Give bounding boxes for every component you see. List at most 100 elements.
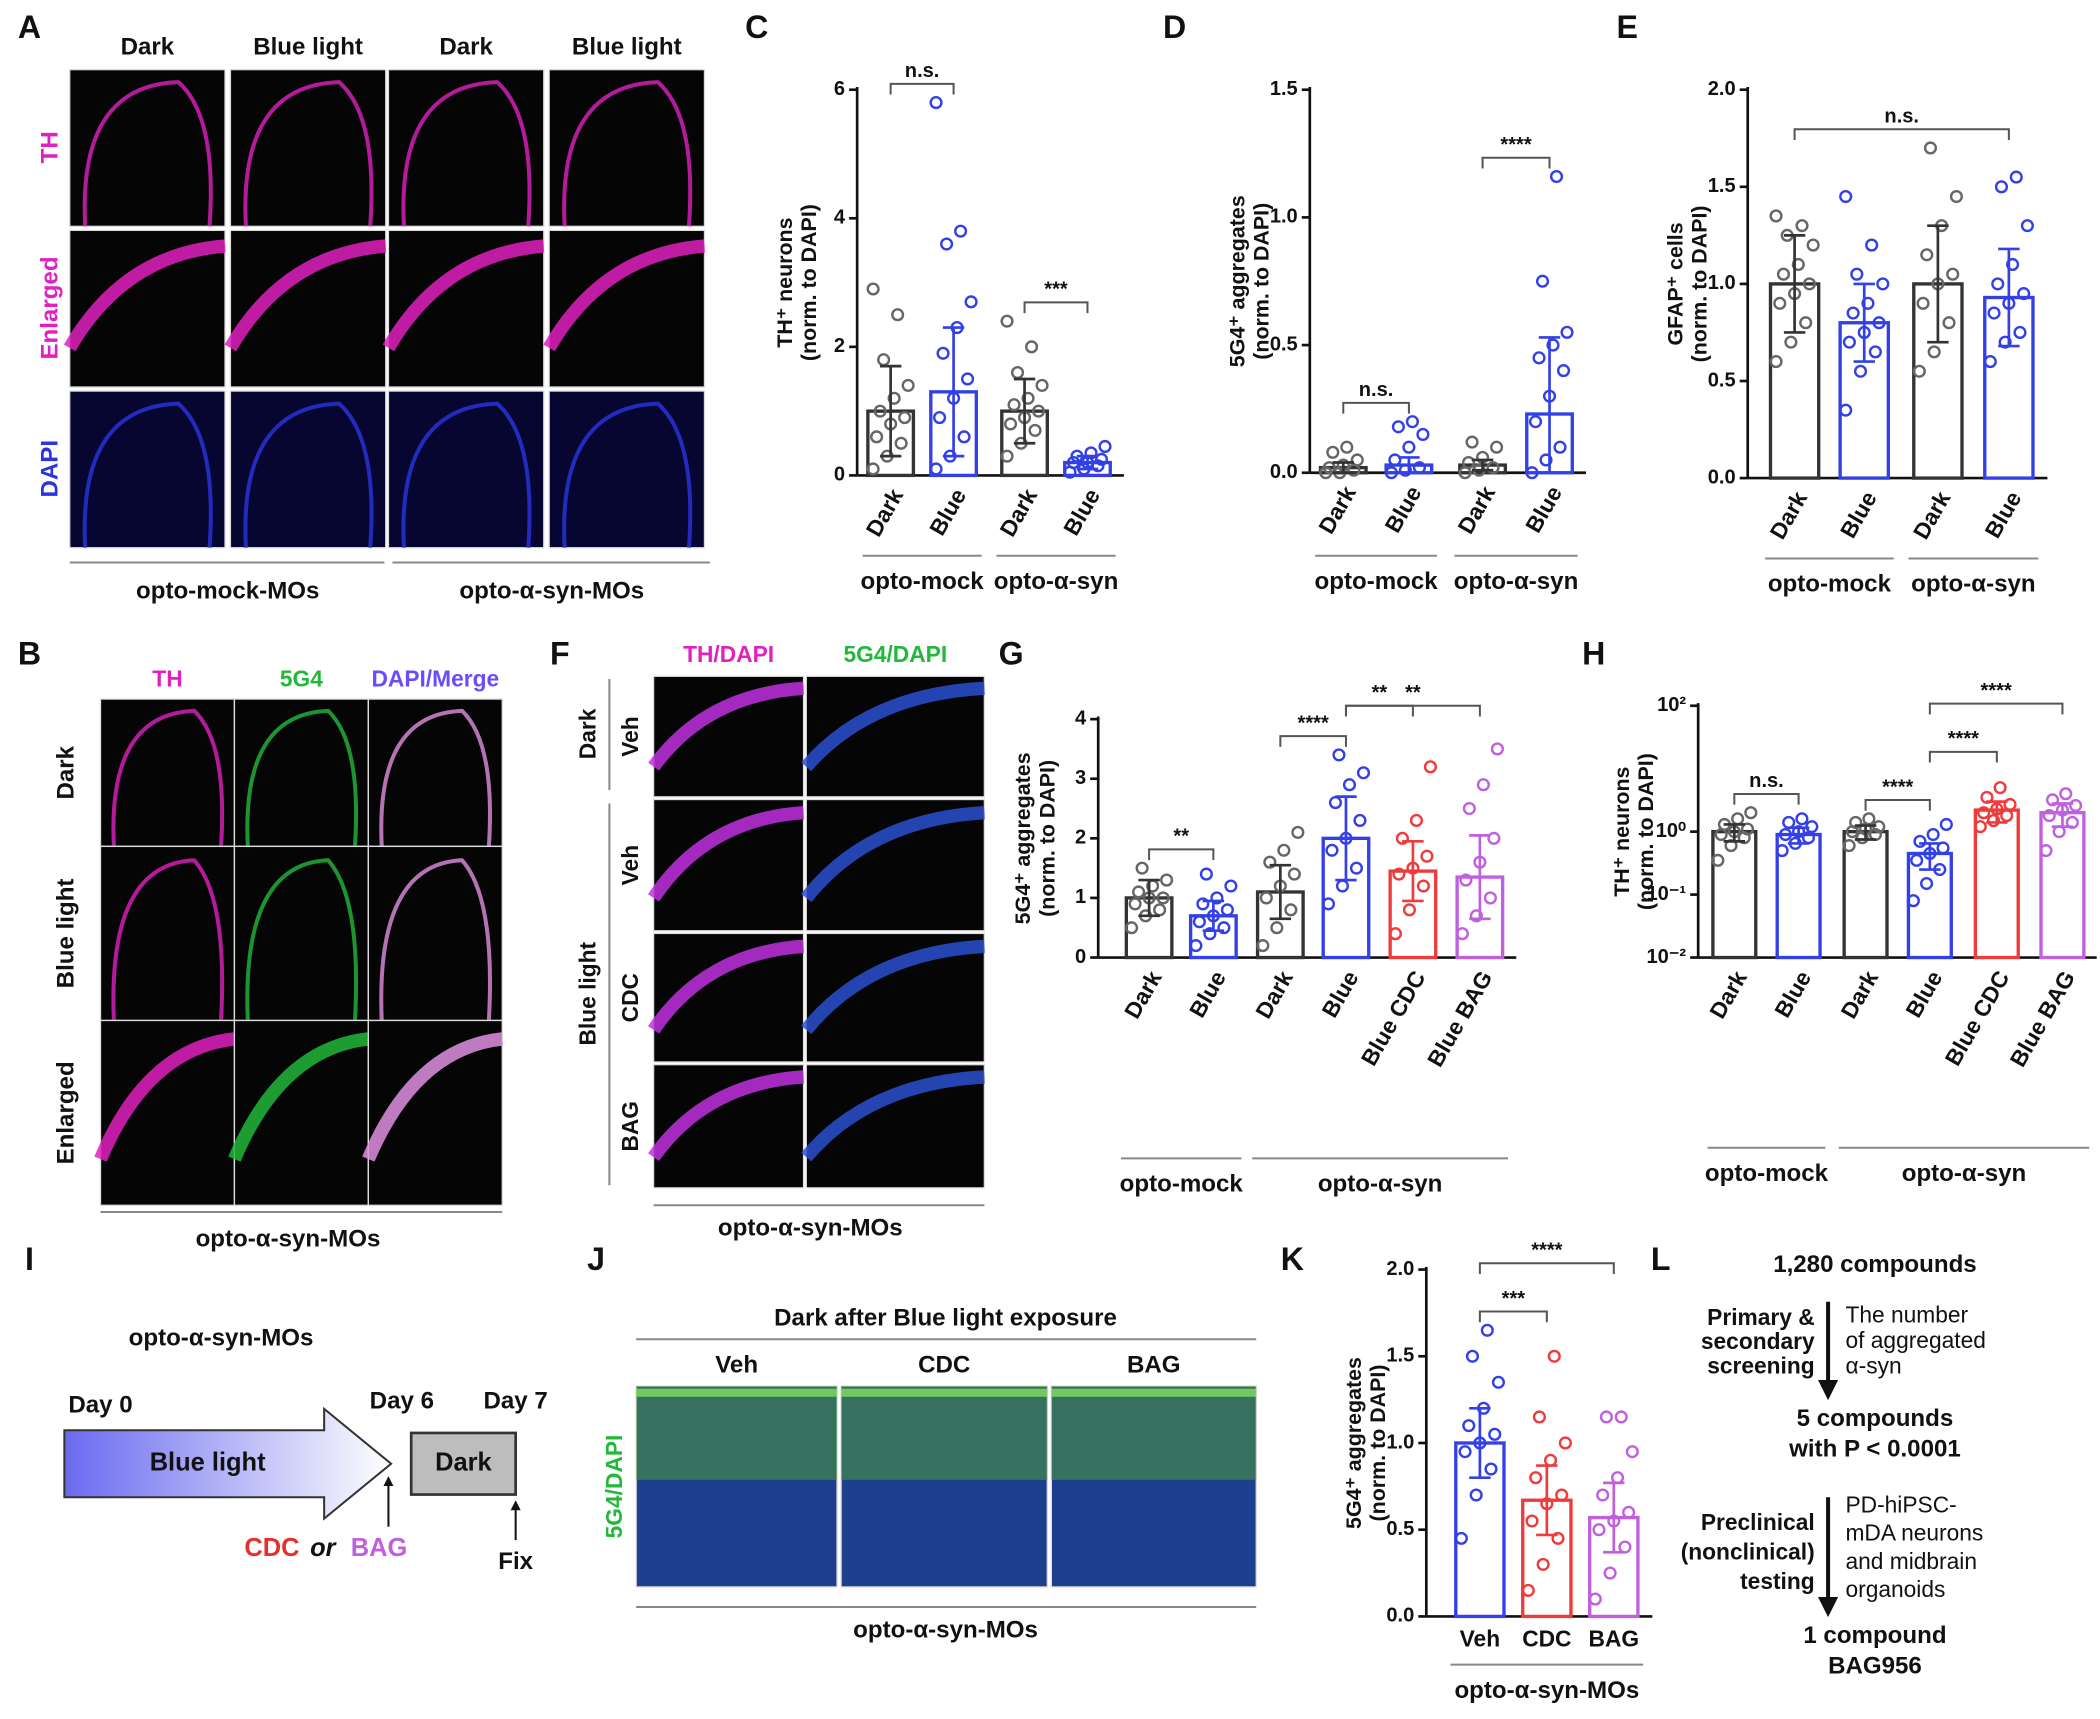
micrograph-signal xyxy=(801,939,985,1035)
data-point xyxy=(1614,1410,1628,1424)
flow-criterion: PD-hiPSC- xyxy=(1845,1492,1956,1518)
y-tick-label: 0 xyxy=(834,464,845,486)
y-axis-label: (norm. to DAPI) xyxy=(1366,1365,1390,1522)
column-header: Veh xyxy=(715,1351,758,1378)
significance-label: ** xyxy=(1405,682,1421,704)
data-point xyxy=(1849,815,1863,830)
y-axis-label: (norm. to DAPI) xyxy=(1634,753,1658,910)
data-point xyxy=(2039,844,2053,858)
y-tick-label: 1 xyxy=(1075,886,1086,908)
error-bar xyxy=(1398,456,1420,475)
panel-letter: E xyxy=(1616,9,1637,45)
data-point xyxy=(1558,1436,1572,1450)
x-tick-label: Blue xyxy=(1184,966,1231,1022)
data-point xyxy=(2020,219,2034,233)
data-point xyxy=(1529,1471,1543,1485)
data-point xyxy=(1983,355,1997,369)
micrograph-signal xyxy=(243,80,374,227)
column-header: Blue light xyxy=(253,34,363,61)
group-label: opto-mock xyxy=(1120,1171,1244,1198)
significance-label: **** xyxy=(1882,776,1913,798)
data-point xyxy=(1458,1445,1472,1459)
data-point xyxy=(1210,891,1224,905)
data-point xyxy=(1263,855,1277,869)
data-point xyxy=(1010,366,1025,380)
data-point xyxy=(1350,453,1364,467)
data-point xyxy=(1775,844,1789,858)
x-tick-label: Blue xyxy=(1316,966,1363,1022)
data-point xyxy=(1132,885,1146,899)
data-point xyxy=(1776,267,1791,281)
data-point xyxy=(1625,1445,1639,1459)
y-tick-label: 10⁻¹ xyxy=(1646,883,1686,905)
error-bar xyxy=(1723,823,1746,843)
flow-step: 1 compound xyxy=(1803,1622,1946,1649)
data-point xyxy=(1549,169,1564,184)
row-label: CDC xyxy=(617,973,643,1022)
data-point xyxy=(954,224,968,238)
data-point xyxy=(1740,822,1755,836)
data-point xyxy=(1913,834,1927,848)
data-point xyxy=(901,378,915,392)
data-point xyxy=(1084,446,1098,460)
data-point xyxy=(1799,316,1813,330)
data-point xyxy=(1349,861,1364,875)
data-point xyxy=(1388,453,1402,467)
panel-letter: C xyxy=(745,9,768,45)
error-bar xyxy=(2051,802,2074,829)
significance-bracket xyxy=(1928,750,1998,763)
panel-title: Dark after Blue light exposure xyxy=(774,1304,1117,1331)
error-bar xyxy=(879,364,902,458)
flow-step: 5 compounds xyxy=(1797,1405,1954,1432)
error-bar xyxy=(1402,839,1424,903)
micrograph-signal xyxy=(245,708,359,847)
data-point xyxy=(1342,778,1357,792)
data-point xyxy=(940,237,954,251)
error-bar xyxy=(1332,461,1354,475)
data-point xyxy=(1916,296,1930,310)
x-tick-label: Blue BAG xyxy=(2004,966,2080,1071)
micrograph-signal xyxy=(648,681,805,771)
data-point xyxy=(1622,1505,1636,1519)
data-point xyxy=(1028,423,1042,437)
data-point xyxy=(2006,257,2020,272)
micrograph-signal xyxy=(111,858,225,1021)
micrograph-signal xyxy=(636,1386,838,1480)
panel-letter: B xyxy=(18,636,41,672)
y-tick-label: 10⁰ xyxy=(1656,820,1686,842)
data-point xyxy=(1906,894,1920,908)
data-point xyxy=(1491,1375,1505,1389)
data-point xyxy=(1939,817,1953,832)
data-point xyxy=(1462,801,1476,816)
data-point xyxy=(1256,939,1270,953)
flow-step: BAG956 xyxy=(1828,1653,1922,1680)
error-bar xyxy=(1013,377,1036,445)
group-label: opto-α-syn-MOs xyxy=(459,577,644,604)
data-point xyxy=(1402,903,1416,917)
data-point xyxy=(1846,306,1860,320)
y-tick-label: 1.5 xyxy=(1270,78,1298,100)
data-point xyxy=(866,282,880,296)
y-tick-label: 0.0 xyxy=(1270,461,1298,483)
phase-label: Blue light xyxy=(150,1448,266,1476)
data-point xyxy=(1525,466,1539,480)
data-point xyxy=(2000,809,2014,823)
data-point xyxy=(1535,274,1550,288)
significance-bracket xyxy=(1793,128,2010,140)
data-point xyxy=(1528,415,1543,429)
significance-bracket xyxy=(1928,702,2064,715)
y-tick-label: 0.0 xyxy=(1386,1605,1414,1627)
caption: opto-α-syn-MOs xyxy=(853,1617,1038,1644)
micrograph-signal xyxy=(648,939,805,1034)
flow-method: Preclinical xyxy=(1701,1509,1815,1535)
data-point xyxy=(1156,891,1170,905)
significance-bracket xyxy=(1733,792,1800,805)
data-point xyxy=(1556,364,1571,378)
y-tick-label: 0.0 xyxy=(1708,466,1736,488)
data-point xyxy=(1402,440,1416,454)
significance-bracket xyxy=(1279,735,1347,747)
y-tick-label: 2 xyxy=(834,335,845,357)
micrograph-signal xyxy=(562,401,693,548)
flow-method: screening xyxy=(1707,1352,1814,1378)
data-point xyxy=(1596,1488,1610,1502)
